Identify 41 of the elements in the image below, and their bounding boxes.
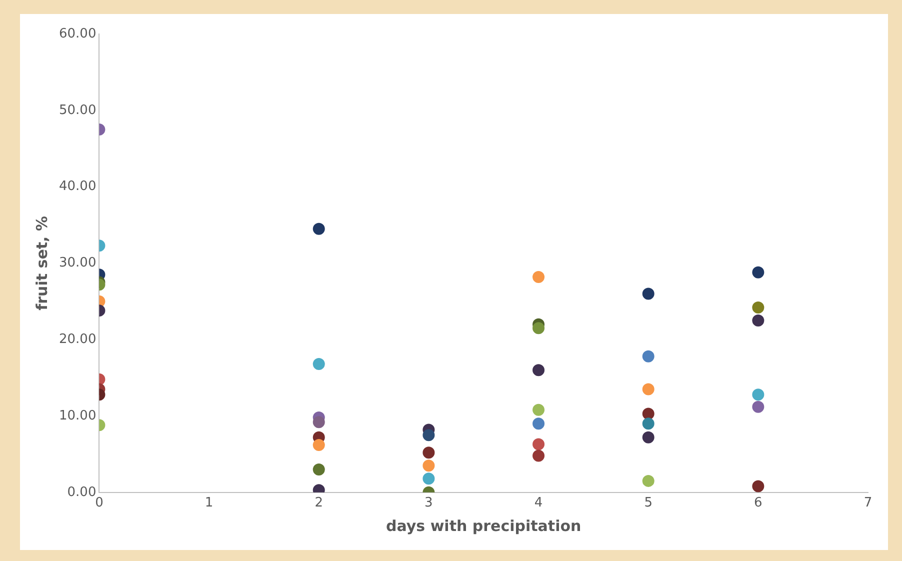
point [642, 431, 654, 444]
y-tick-label: 10.00 [59, 408, 96, 424]
point [642, 408, 654, 420]
x-tick-label: 5 [644, 496, 652, 511]
y-tick-label: 40.00 [59, 179, 96, 194]
x-axis-title: days with precipitation [386, 516, 582, 535]
y-tick-label: 60.00 [59, 26, 96, 42]
point [532, 418, 545, 430]
y-tick-label: 0.00 [67, 484, 96, 500]
point [422, 460, 435, 472]
point [532, 364, 545, 376]
point [532, 450, 545, 462]
x-tick-label: 0 [95, 496, 104, 511]
y-tick-label: 30.00 [59, 256, 96, 271]
point [752, 480, 764, 492]
point [752, 388, 764, 401]
point [532, 438, 545, 450]
x-tick-label: 2 [314, 496, 324, 511]
point [422, 446, 435, 459]
y-axis-title: fruit set, % [32, 216, 51, 310]
point [422, 429, 435, 442]
point [642, 418, 654, 430]
point [752, 400, 764, 413]
point [532, 322, 545, 334]
x-tick-label: 1 [204, 496, 214, 511]
point [642, 383, 654, 396]
y-tick-label: 20.00 [59, 332, 96, 347]
point [422, 472, 435, 485]
point [642, 288, 654, 300]
point [532, 404, 545, 416]
point [642, 350, 654, 362]
point [532, 270, 545, 283]
point [752, 266, 764, 278]
x-tick-label: 7 [864, 496, 872, 511]
y-tick-label: 50.00 [59, 102, 96, 118]
x-tick-label: 3 [424, 496, 433, 511]
x-tick-label: 4 [534, 496, 543, 511]
point [752, 314, 764, 326]
point [642, 474, 654, 487]
x-tick-label: 6 [754, 496, 762, 511]
point [752, 302, 764, 314]
